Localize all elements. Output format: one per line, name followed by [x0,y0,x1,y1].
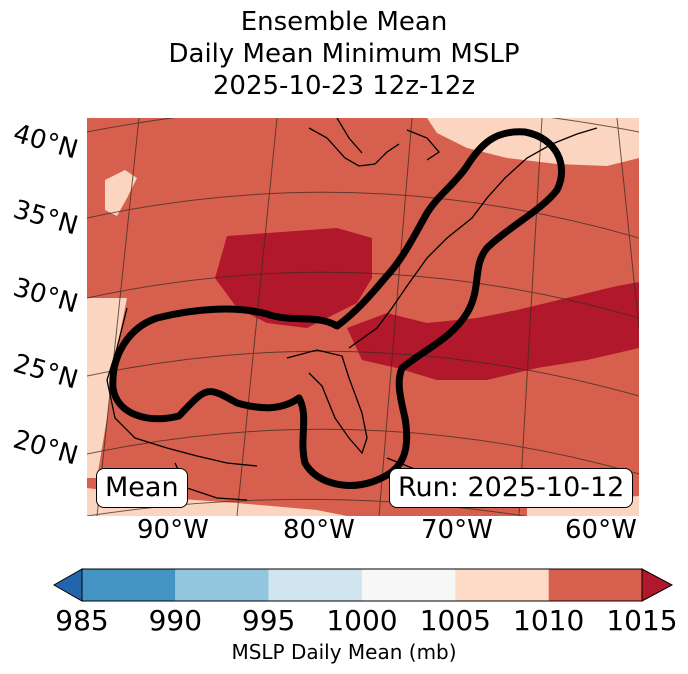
colorbar-tick-label: 985 [55,604,109,637]
mslp-low-southeast-us [215,228,372,328]
colorbar-frame [81,568,643,602]
colorbar-segment [175,569,269,601]
mslp-high-west [87,298,127,478]
lat-label-30: 30°N [9,272,82,320]
colorbar-under-arrow [52,568,83,602]
lat-label-25: 25°N [9,348,82,396]
colorbar-segment [362,569,456,601]
colorbar-tick-label: 1000 [326,604,398,637]
mslp-high-texas-patch [105,170,137,216]
lat-label-20: 20°N [9,424,82,472]
title-line-3: 2025-10-23 12z-12z [212,71,476,101]
colorbar-tick-label: 1015 [606,604,678,637]
colorbar-tick-label: 1010 [513,604,585,637]
colorbar [52,568,674,602]
colorbar-title: MSLP Daily Mean (mb) [231,640,457,664]
colorbar-tick-label: 995 [241,604,296,637]
mslp-high-northeast [427,118,639,166]
lon-label-60w: 60°W [565,515,637,545]
map-canvas [87,118,639,516]
lat-label-35: 35°N [9,194,82,242]
ensemble-contour [109,128,565,489]
lon-label-80w: 80°W [283,515,355,545]
colorbar-tick-label: 990 [148,604,203,637]
graticule [87,118,639,516]
run-label-box: Run: 2025-10-12 [389,468,634,508]
title-line-2: Daily Mean Minimum MSLP [168,39,520,69]
colorbar-segment [82,569,176,601]
colorbar-tick-label: 1005 [419,604,491,637]
colorbar-segment [548,569,642,601]
lat-label-40: 40°N [9,118,82,166]
lon-label-90w: 90°W [137,515,209,545]
lon-label-70w: 70°W [421,515,493,545]
colorbar-segment [268,569,362,601]
title-line-1: Ensemble Mean [240,7,448,37]
colorbar-segment [455,569,549,601]
map-panel: Mean Run: 2025-10-12 [87,118,639,516]
mean-label-box: Mean [96,468,188,508]
colorbar-over-arrow [641,568,674,602]
